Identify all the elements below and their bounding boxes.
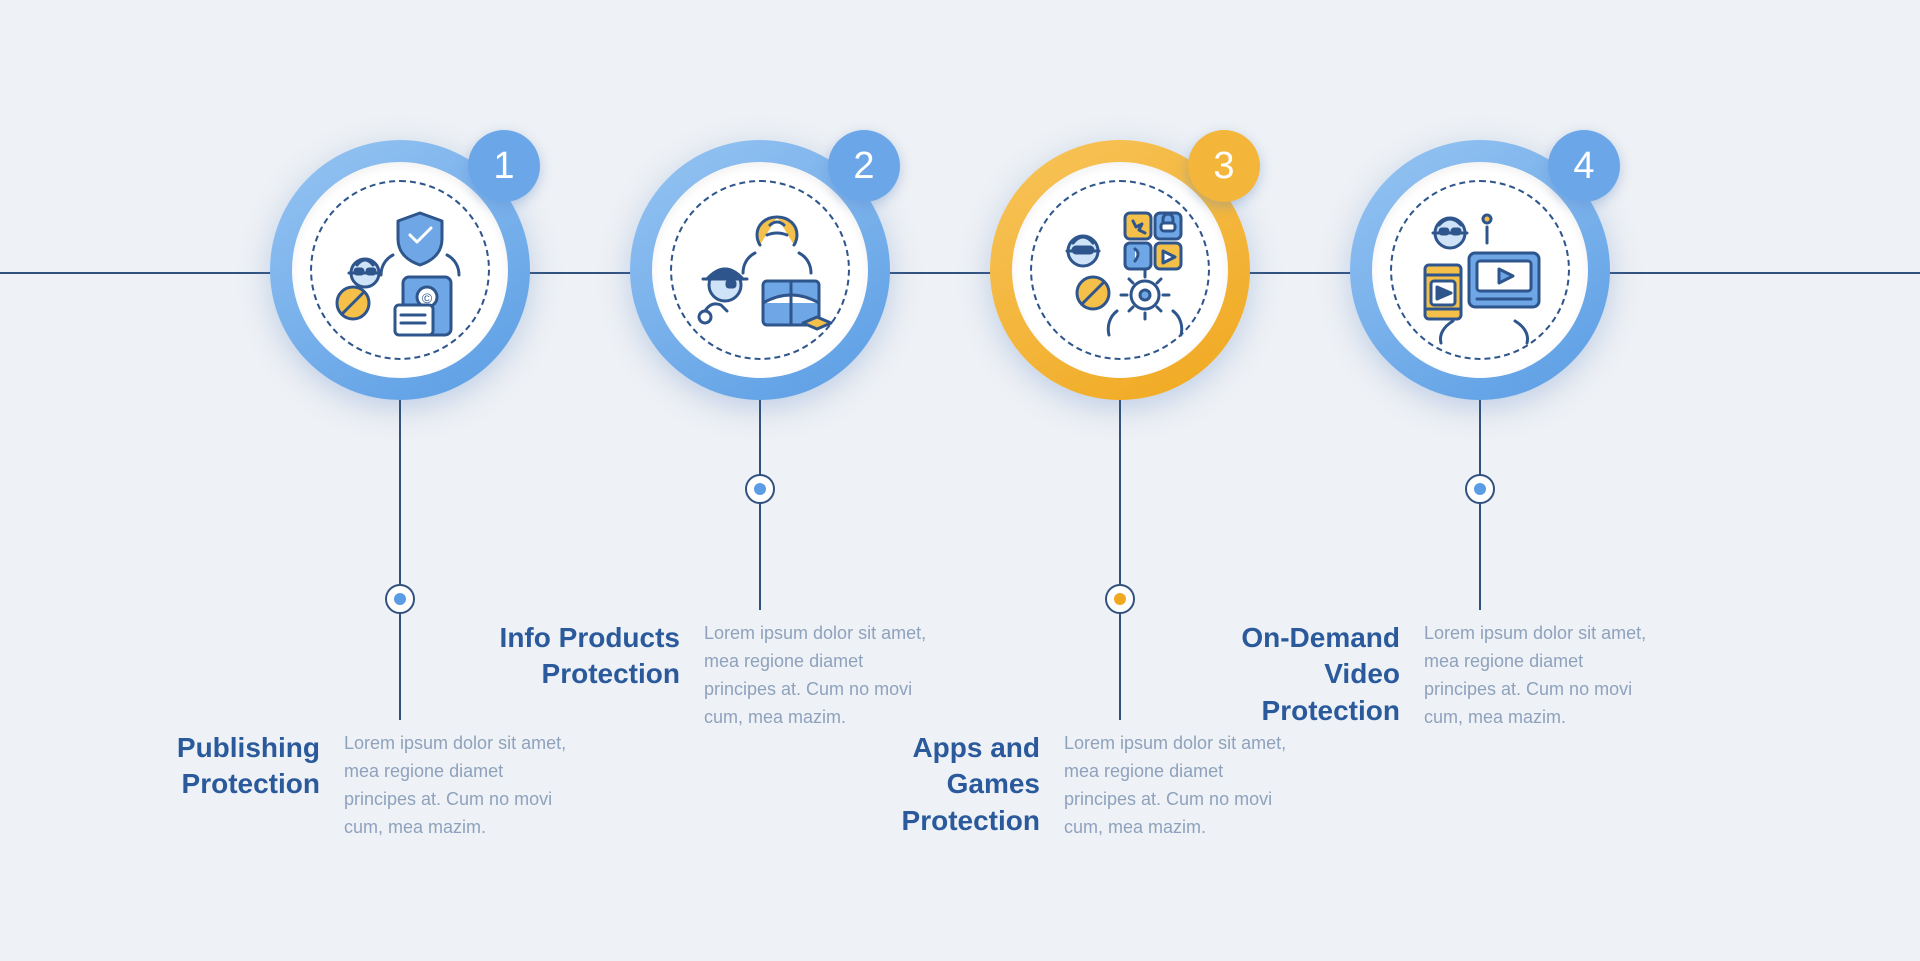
step-4-body: Lorem ipsum dolor sit amet, mea regione …: [1424, 620, 1660, 732]
step-2-title: Info Products Protection: [480, 620, 680, 693]
step-3-dot: [1105, 584, 1135, 614]
step-1-body: Lorem ipsum dolor sit amet, mea regione …: [344, 730, 580, 842]
step-3-badge: 3: [1188, 130, 1260, 202]
step-1-text: Publishing Protection Lorem ipsum dolor …: [120, 730, 580, 842]
step-2-connector: [759, 400, 761, 610]
step-2-badge: 2: [828, 130, 900, 202]
step-4-circle: 4: [1350, 140, 1610, 400]
step-1-connector: [399, 400, 401, 720]
step-1-number: 1: [493, 145, 514, 188]
step-2-body: Lorem ipsum dolor sit amet, mea regione …: [704, 620, 940, 732]
step-4: 4: [1305, 140, 1655, 400]
step-1-title: Publishing Protection: [120, 730, 320, 803]
video-icon: [1405, 195, 1555, 345]
step-1: 1: [225, 140, 575, 400]
step-3-number: 3: [1213, 145, 1234, 188]
step-2-text: Info Products Protection Lorem ipsum dol…: [480, 620, 940, 732]
step-3-title: Apps and Games Protection: [840, 730, 1040, 839]
step-2-number: 2: [853, 145, 874, 188]
step-3-circle: 3: [990, 140, 1250, 400]
step-4-title: On-Demand Video Protection: [1200, 620, 1400, 729]
publishing-icon: ©: [325, 195, 475, 345]
step-3-text: Apps and Games Protection Lorem ipsum do…: [840, 730, 1300, 842]
step-3-connector: [1119, 400, 1121, 720]
step-4-text: On-Demand Video Protection Lorem ipsum d…: [1200, 620, 1660, 732]
step-3: 3: [945, 140, 1295, 400]
step-4-connector: [1479, 400, 1481, 610]
step-1-circle: 1: [270, 140, 530, 400]
step-1-badge: 1: [468, 130, 540, 202]
step-2: 2: [585, 140, 935, 400]
step-2-circle: 2: [630, 140, 890, 400]
apps-games-icon: [1045, 195, 1195, 345]
step-2-dot: [745, 474, 775, 504]
step-4-number: 4: [1573, 145, 1594, 188]
info-products-icon: [685, 195, 835, 345]
step-3-body: Lorem ipsum dolor sit amet, mea regione …: [1064, 730, 1300, 842]
step-1-dot: [385, 584, 415, 614]
step-4-dot: [1465, 474, 1495, 504]
step-4-badge: 4: [1548, 130, 1620, 202]
